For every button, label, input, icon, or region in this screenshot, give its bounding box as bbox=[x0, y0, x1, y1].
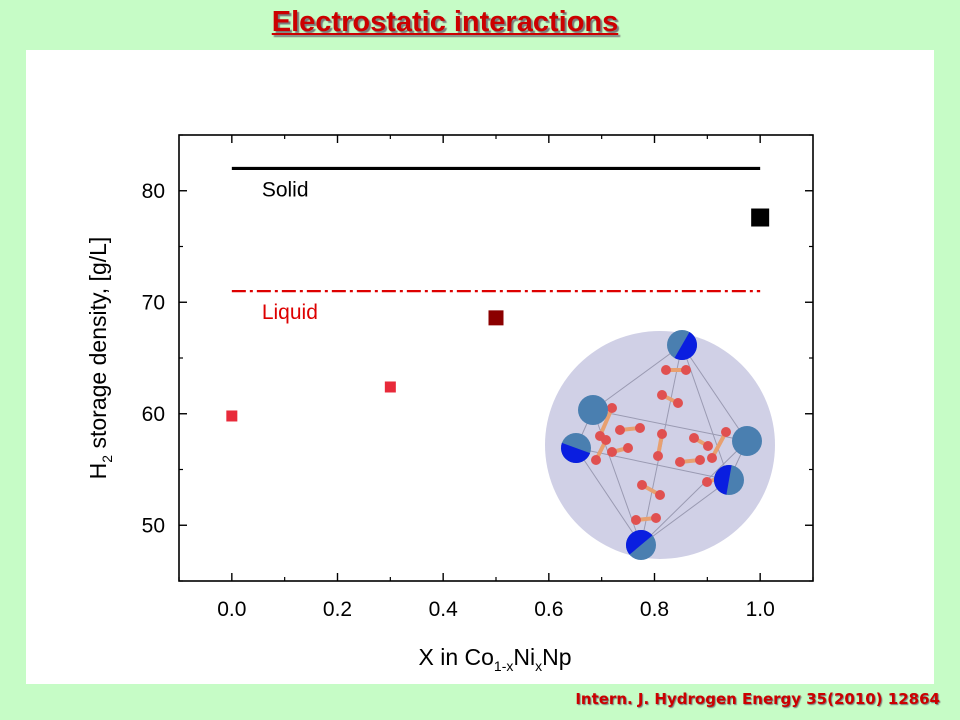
citation: Intern. J. Hydrogen Energy 35(2010) 1286… bbox=[575, 690, 940, 708]
x-tick-label: 1.0 bbox=[746, 598, 775, 621]
x-tick-label: 0.6 bbox=[534, 598, 563, 621]
hydrogen-atom bbox=[653, 451, 663, 461]
data-point bbox=[226, 410, 238, 422]
metal-atom-highlight bbox=[561, 442, 591, 463]
hydrogen-atom bbox=[607, 447, 617, 457]
data-point bbox=[488, 310, 504, 326]
hydrogen-atom bbox=[651, 513, 661, 523]
metal-atom bbox=[732, 426, 762, 456]
hydrogen-atom bbox=[607, 403, 617, 413]
molecular-cluster-inset bbox=[545, 330, 775, 560]
hydrogen-atom bbox=[695, 455, 705, 465]
y-tick-label: 70 bbox=[142, 291, 165, 314]
x-tick-label: 0.2 bbox=[323, 598, 352, 621]
cluster-edge bbox=[575, 447, 642, 546]
hydrogen-atom bbox=[623, 443, 633, 453]
hydrogen-atom bbox=[591, 455, 601, 465]
hydrogen-atom bbox=[615, 425, 625, 435]
data-point bbox=[751, 208, 770, 227]
y-tick-label: 50 bbox=[142, 514, 165, 537]
cluster-edge bbox=[592, 409, 748, 442]
reference-label-solid: Solid bbox=[262, 178, 309, 201]
metal-atom-highlight bbox=[714, 465, 732, 495]
hydrogen-atom bbox=[707, 453, 717, 463]
y-axis-label: H2 storage density, [g/L] bbox=[85, 237, 115, 480]
hydrogen-atom bbox=[601, 435, 611, 445]
hydrogen-atom bbox=[703, 441, 713, 451]
y-tick-label: 60 bbox=[142, 403, 165, 426]
hydrogen-atom bbox=[681, 365, 691, 375]
y-tick-label: 80 bbox=[142, 180, 165, 203]
hydrogen-atom bbox=[689, 433, 699, 443]
hydrogen-atom bbox=[637, 480, 647, 490]
hydrogen-atom bbox=[631, 515, 641, 525]
h2-bond bbox=[598, 407, 614, 437]
hydrogen-atom bbox=[655, 490, 665, 500]
hydrogen-atom bbox=[702, 477, 712, 487]
cluster-edge bbox=[640, 440, 748, 546]
reference-label-liquid: Liquid bbox=[262, 301, 318, 324]
x-axis-label: X in Co1-xNixNp bbox=[418, 644, 571, 674]
metal-atom-highlight bbox=[674, 332, 697, 360]
hydrogen-atom bbox=[673, 398, 683, 408]
hydrogen-atom bbox=[657, 429, 667, 439]
data-point bbox=[384, 381, 396, 393]
metal-atom bbox=[578, 395, 608, 425]
hydrogen-atom bbox=[721, 427, 731, 437]
cluster-edge bbox=[640, 479, 730, 546]
metal-atom-highlight bbox=[626, 530, 653, 555]
hydrogen-atom bbox=[675, 457, 685, 467]
cluster-edge bbox=[681, 344, 748, 442]
cluster-edge bbox=[592, 344, 683, 411]
x-tick-label: 0.8 bbox=[640, 598, 669, 621]
x-tick-label: 0.4 bbox=[429, 598, 459, 621]
hydrogen-atom bbox=[635, 423, 645, 433]
hydrogen-atom bbox=[661, 365, 671, 375]
x-tick-label: 0.0 bbox=[217, 598, 246, 621]
slide-title: Electrostatic interactions bbox=[271, 6, 619, 38]
hydrogen-atom bbox=[657, 390, 667, 400]
chart-panel bbox=[26, 50, 934, 684]
